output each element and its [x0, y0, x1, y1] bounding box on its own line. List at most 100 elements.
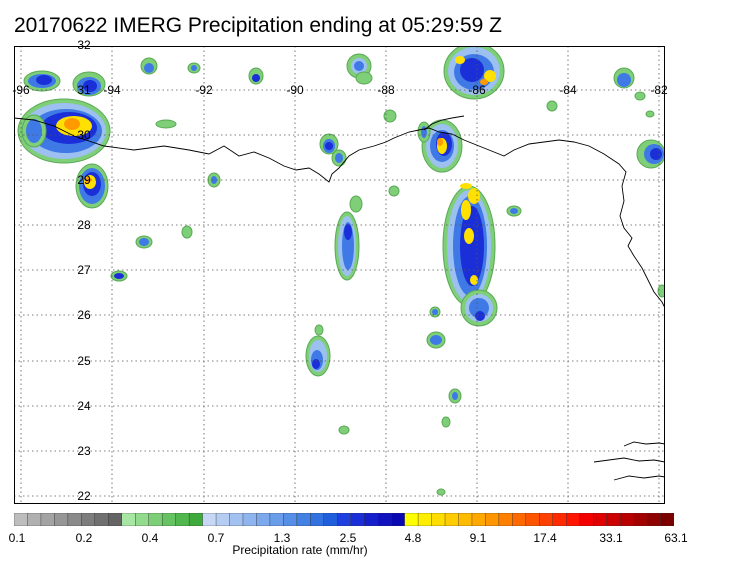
colorbar-tick: 0.4 [141, 531, 159, 545]
precip-cell [484, 70, 496, 82]
colorbar-swatch [94, 513, 109, 526]
colorbar-swatch [566, 513, 581, 526]
lat-label: 26 [77, 308, 91, 322]
lon-label: -86 [468, 83, 486, 97]
lon-label: -82 [650, 83, 668, 97]
colorbar-swatch [54, 513, 69, 526]
precip-cell [480, 79, 488, 85]
colorbar-swatch [444, 513, 459, 526]
lat-label: 22 [77, 489, 91, 503]
precip-cell [645, 110, 655, 118]
precip-cell [634, 91, 646, 101]
lat-label: 32 [77, 38, 91, 52]
colorbar-swatch [27, 513, 42, 526]
colorbar-tick: 0.1 [8, 531, 26, 545]
precip-cell [155, 119, 177, 129]
colorbar-swatch [175, 513, 190, 526]
colorbar-swatch [592, 513, 608, 526]
precip-cell [475, 311, 485, 321]
colorbar-swatch [161, 513, 177, 526]
precip-cell [388, 185, 400, 197]
precip-cell [460, 183, 472, 189]
precip-cell [455, 56, 465, 64]
precip-cell [312, 359, 320, 369]
colorbar-swatch [512, 513, 527, 526]
lat-label: 29 [77, 173, 91, 187]
lat-label: 25 [77, 354, 91, 368]
precip-cell [85, 177, 91, 183]
colorbar-swatch [14, 513, 28, 526]
colorbar-swatch [310, 513, 325, 526]
colorbar-tick: 1.3 [273, 531, 291, 545]
colorbar-tick: 0.7 [207, 531, 225, 545]
colorbar-swatch [606, 513, 621, 526]
lat-label: 24 [77, 399, 91, 413]
colorbar-tick: 63.1 [664, 531, 688, 545]
colorbar-swatch [471, 513, 486, 526]
colorbar-swatch [135, 513, 150, 526]
precip-cell [460, 206, 484, 286]
colorbar-swatch [458, 513, 473, 526]
lon-label: -84 [559, 83, 577, 97]
lat-label: 23 [77, 444, 91, 458]
colorbar-swatch [242, 513, 257, 526]
lat-lon-grid [14, 46, 665, 504]
precip-cell [468, 188, 480, 204]
colorbar-swatch [148, 513, 163, 526]
precip-cell [191, 65, 197, 71]
colorbar-tick: 33.1 [599, 531, 623, 545]
colorbar-swatches [14, 513, 674, 526]
colorbar-swatch [646, 513, 661, 526]
colorbar-tick: 0.2 [75, 531, 93, 545]
precip-cell [470, 275, 478, 285]
colorbar-tick: 9.1 [469, 531, 487, 545]
colorbar-swatch [525, 513, 540, 526]
coastline [14, 115, 665, 481]
colorbar-swatch [390, 513, 406, 526]
precip-cell [344, 224, 352, 240]
colorbar-swatch [404, 513, 419, 526]
colorbar-tick: 2.5 [339, 531, 357, 545]
colorbar-swatch [350, 513, 365, 526]
precip-cell [211, 176, 217, 184]
precip-cell [355, 71, 373, 85]
colorbar-swatch [539, 513, 554, 526]
colorbar-swatch [296, 513, 311, 526]
lon-label: -92 [195, 83, 213, 97]
precip-cell [325, 142, 333, 150]
colorbar-swatch [269, 513, 284, 526]
precip-cell [510, 208, 518, 214]
precip-cell [421, 126, 427, 138]
precip-cell [430, 335, 442, 345]
lat-label: 27 [77, 263, 91, 277]
precip-cell [36, 75, 52, 85]
precip-cell [432, 309, 438, 315]
colorbar-swatch [431, 513, 446, 526]
colorbar-swatch [202, 513, 217, 526]
colorbar-swatch [498, 513, 513, 526]
colorbar-swatch [121, 513, 136, 526]
colorbar-swatch [337, 513, 352, 526]
colorbar-swatch [485, 513, 500, 526]
precip-cell [83, 80, 97, 92]
precip-cell [354, 61, 364, 71]
precip-cell [436, 488, 446, 496]
precip-cell [349, 195, 363, 213]
colorbar-swatch [417, 513, 432, 526]
lon-label: -96 [12, 83, 30, 97]
colorbar-swatch [215, 513, 230, 526]
colorbar-swatch [283, 513, 298, 526]
precip-cell [338, 425, 350, 435]
precipitation-map [14, 46, 665, 504]
colorbar-swatch [579, 513, 594, 526]
precip-cell [383, 109, 397, 123]
colorbar-swatch [108, 513, 123, 526]
colorbar-tick: 17.4 [533, 531, 557, 545]
colorbar-swatch [229, 513, 244, 526]
precip-cell [464, 228, 474, 244]
precip-cell [441, 416, 451, 428]
colorbar-swatch [188, 513, 203, 526]
precip-cell [657, 284, 665, 298]
map-canvas [14, 46, 665, 504]
lon-label: -94 [103, 83, 121, 97]
